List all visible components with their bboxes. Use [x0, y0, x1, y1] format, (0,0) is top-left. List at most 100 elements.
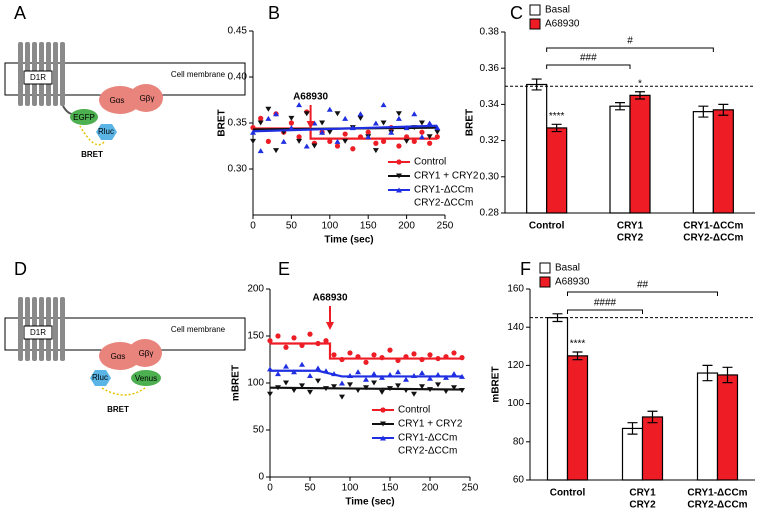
bar: [609, 105, 631, 214]
legend-marker: [380, 435, 386, 441]
bar: [712, 109, 734, 214]
point: [250, 138, 256, 144]
receptor-label: D1R: [30, 73, 46, 82]
point: [419, 370, 425, 376]
y-tick-label: 0.28: [480, 208, 500, 219]
point: [299, 361, 305, 367]
y-axis-label: BRET: [465, 109, 476, 136]
y-tick-label: 160: [507, 284, 524, 295]
point: [299, 383, 305, 389]
point: [307, 372, 313, 378]
bret-arrow: [101, 387, 146, 396]
bar: [629, 94, 651, 214]
x-tick-label: 100: [321, 221, 338, 232]
point: [265, 115, 272, 121]
g-alpha-label: Gαs: [110, 96, 125, 105]
point: [365, 134, 372, 140]
acceptor: [70, 109, 98, 125]
point: [419, 384, 425, 390]
membrane-label: Cell membrane: [171, 70, 226, 79]
y-tick-label: 200: [247, 284, 264, 295]
point: [319, 120, 326, 126]
point: [296, 102, 303, 108]
y-axis-label: BRET: [217, 109, 228, 136]
x-tick-label: 50: [286, 221, 298, 232]
x-tick-label: CRY2-ΔCCm: [683, 233, 743, 244]
panel-label: D: [14, 259, 27, 279]
y-tick-label: 50: [253, 425, 265, 436]
diagram-a: A Cell membrane D1R Gαs Gβγ EGFP Rluc BR…: [4, 3, 246, 159]
point: [291, 335, 297, 341]
y-tick-label: 0.34: [480, 99, 500, 110]
point: [357, 115, 364, 121]
x-tick-label: CRY2: [629, 500, 656, 508]
point: [265, 106, 272, 112]
point: [371, 371, 377, 377]
g-betagamma-label: Gβγ: [139, 349, 154, 358]
point: [315, 365, 321, 371]
point: [288, 115, 295, 121]
panel-label: A: [14, 3, 26, 23]
y-tick-label: 0.30: [228, 164, 248, 175]
point: [319, 129, 326, 135]
point: [388, 129, 395, 135]
acceptor-label: Venus: [135, 374, 157, 383]
point: [265, 138, 271, 144]
legend-label: CRY1 + CRY2: [398, 419, 463, 430]
bracket-label: ###: [580, 53, 597, 64]
point: [273, 148, 280, 154]
point: [342, 131, 348, 137]
y-axis-label: mBRET: [231, 365, 242, 401]
x-tick-label: CRY1: [629, 488, 656, 499]
point: [363, 359, 369, 365]
legend-swatch: [539, 262, 551, 274]
y-axis-label: mBRET: [491, 366, 502, 402]
point: [331, 352, 337, 358]
legend-marker: [396, 159, 402, 165]
legend-label: CRY1 + CRY2: [414, 171, 479, 182]
x-tick-label: Control: [529, 221, 565, 232]
point: [418, 134, 425, 140]
bar: [546, 127, 568, 214]
point: [357, 111, 364, 117]
point: [371, 380, 377, 386]
receptor-label: D1R: [30, 328, 46, 337]
x-axis-label: Time (sec): [324, 235, 373, 246]
annotation: A68930: [293, 92, 328, 103]
panel-label: B: [268, 3, 280, 23]
y-tick-label: 0.30: [480, 171, 500, 182]
point: [395, 369, 401, 375]
point: [250, 129, 256, 135]
point: [296, 134, 302, 140]
legend-label: CRY1-ΔCCm: [414, 185, 473, 196]
point: [275, 371, 281, 377]
point: [434, 125, 441, 131]
point: [355, 369, 361, 375]
x-tick-label: 100: [342, 483, 359, 494]
x-tick-label: CRY2-ΔCCm: [687, 500, 747, 508]
arrow-head: [306, 121, 315, 129]
bracket: [567, 291, 718, 296]
error-bar: [531, 78, 542, 91]
panel-label: E: [278, 259, 290, 279]
point: [331, 384, 337, 390]
point: [267, 338, 273, 344]
point: [273, 111, 280, 117]
fit-line: [270, 342, 462, 360]
diagram-d: D Cell membrane D1R Gαs Gβγ Rluc Venus B…: [4, 259, 246, 414]
bracket: [546, 47, 714, 52]
donor-label: Rluc: [92, 373, 108, 382]
point: [434, 129, 441, 135]
legend-marker: [396, 187, 402, 193]
point: [307, 331, 313, 337]
arrow-head: [326, 322, 334, 330]
bar: [546, 317, 569, 481]
point: [334, 138, 341, 144]
error-bar: [718, 103, 729, 116]
point: [411, 111, 418, 117]
point: [411, 351, 417, 357]
point: [311, 143, 318, 149]
point: [326, 129, 333, 135]
error-bar: [627, 422, 638, 435]
